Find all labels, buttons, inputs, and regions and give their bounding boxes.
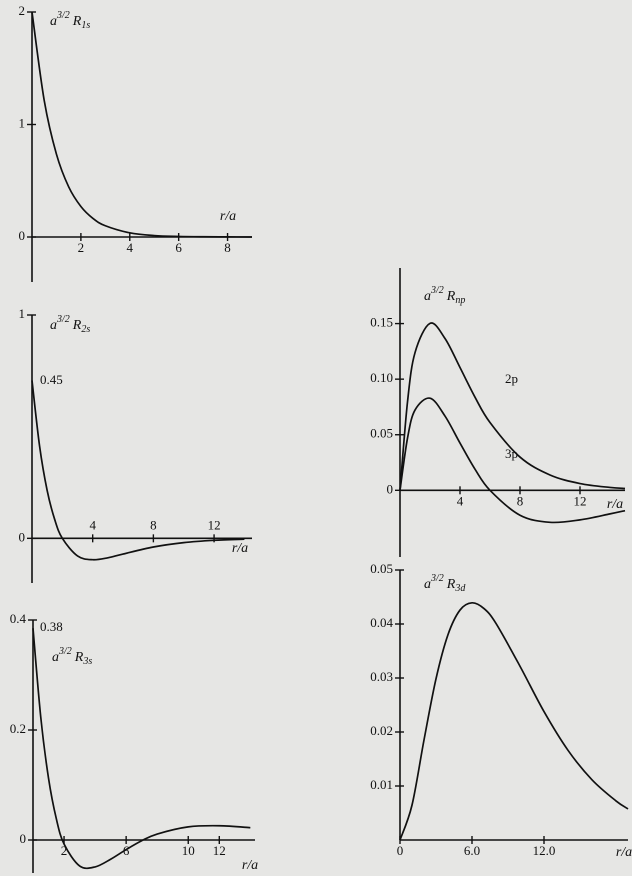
y-tick-label: 0.05 (370, 426, 393, 441)
annotation: 0.38 (40, 619, 63, 634)
y-tick-label: 0.04 (370, 615, 393, 630)
y-label-part: R (72, 14, 82, 29)
y-tick-label: 0.01 (370, 777, 393, 792)
y-label-part: R (446, 289, 456, 304)
curve (32, 628, 251, 870)
x-tick-label: 6.0 (464, 843, 480, 858)
x-tick-label: 4 (457, 493, 464, 508)
x-tick-label: 6 (175, 240, 182, 255)
x-axis-label: r/a (232, 541, 248, 556)
y-axis-label: a3/2 Rnp (424, 285, 465, 306)
x-tick-label: 4 (127, 240, 134, 255)
curve (399, 397, 626, 524)
y-tick-label: 2 (19, 3, 26, 18)
curve (399, 322, 626, 491)
y-label-part: 1s (81, 20, 90, 31)
x-tick-label: 8 (150, 517, 157, 532)
x-tick-label: 6 (123, 843, 130, 858)
y-label-part: 3/2 (430, 573, 444, 584)
chart-panel: 0 1 4 8 12 a3/2 R2s r/a 0.45 (19, 306, 252, 583)
y-label-part: 3/2 (58, 646, 72, 657)
x-tick-label: 12 (574, 493, 587, 508)
y-label-part: R (72, 318, 82, 333)
chart-panel: 0.01 0.02 0.03 0.04 0.05 0 6.0 12.0 a3/2 R3d r/a (370, 561, 632, 860)
x-tick-label: 12 (208, 517, 221, 532)
y-label-part: a (50, 318, 57, 333)
x-tick-label: 10 (182, 843, 195, 858)
y-tick-label: 1 (19, 115, 26, 130)
y-axis-label: a3/2 R1s (50, 10, 90, 31)
y-tick-label: 0.4 (10, 611, 27, 626)
y-tick-label: 0.15 (370, 315, 393, 330)
x-tick-label: 12.0 (533, 843, 556, 858)
chart-panel: 0 1 2 2 4 6 8 a3/2 R1s r/a (19, 3, 253, 282)
series-label: 2p (505, 371, 518, 386)
y-label-part: a (424, 577, 431, 592)
y-label-part: 3/2 (430, 285, 444, 296)
y-label-part: a (52, 650, 59, 665)
y-tick-label: 0 (387, 481, 394, 496)
y-label-part: 2s (81, 324, 90, 335)
y-tick-label: 0 (19, 529, 26, 544)
x-axis-label: r/a (616, 845, 632, 860)
y-label-part: a (50, 14, 57, 29)
x-tick-label: 12 (213, 843, 226, 858)
x-tick-label: 4 (89, 517, 96, 532)
curve (399, 601, 629, 841)
y-label-part: R (74, 650, 84, 665)
y-label-part: 3d (454, 583, 466, 594)
x-tick-label: 8 (517, 493, 524, 508)
x-axis-label: r/a (242, 858, 258, 873)
y-tick-label: 0.2 (10, 721, 26, 736)
y-tick-label: 0.10 (370, 370, 393, 385)
y-label-part: 3/2 (56, 314, 70, 325)
y-label-part: a (424, 289, 431, 304)
x-tick-label: 8 (224, 240, 231, 255)
annotation: 0.45 (40, 372, 63, 387)
x-axis-label: r/a (220, 209, 236, 224)
x-axis-label: r/a (607, 497, 623, 512)
x-tick-label: 2 (61, 843, 68, 858)
y-tick-label: 0.03 (370, 669, 393, 684)
y-tick-label: 0.05 (370, 561, 393, 576)
x-tick-label: 0 (397, 843, 404, 858)
series-label: 3p (505, 446, 518, 461)
chart-panel: 0 0.2 0.4 2 6 10 12 a3/2 R3s r/a 0.38 (10, 611, 258, 873)
y-tick-label: 0 (20, 831, 27, 846)
curve (31, 380, 245, 561)
y-tick-label: 0 (19, 228, 26, 243)
y-label-part: np (455, 295, 465, 306)
x-tick-label: 2 (78, 240, 85, 255)
y-label-part: 3s (82, 656, 92, 667)
curve (31, 11, 253, 238)
y-axis-label: a3/2 R3d (424, 573, 466, 594)
chart-panel: 0 0.05 0.10 0.15 4 8 12 a3/2 Rnp r/a 2p 3p (370, 268, 626, 557)
y-tick-label: 0.02 (370, 723, 393, 738)
y-axis-label: a3/2 R3s (52, 646, 92, 667)
y-label-part: 3/2 (56, 10, 70, 21)
y-label-part: R (446, 577, 456, 592)
y-axis-label: a3/2 R2s (50, 314, 90, 335)
y-tick-label: 1 (19, 306, 26, 321)
